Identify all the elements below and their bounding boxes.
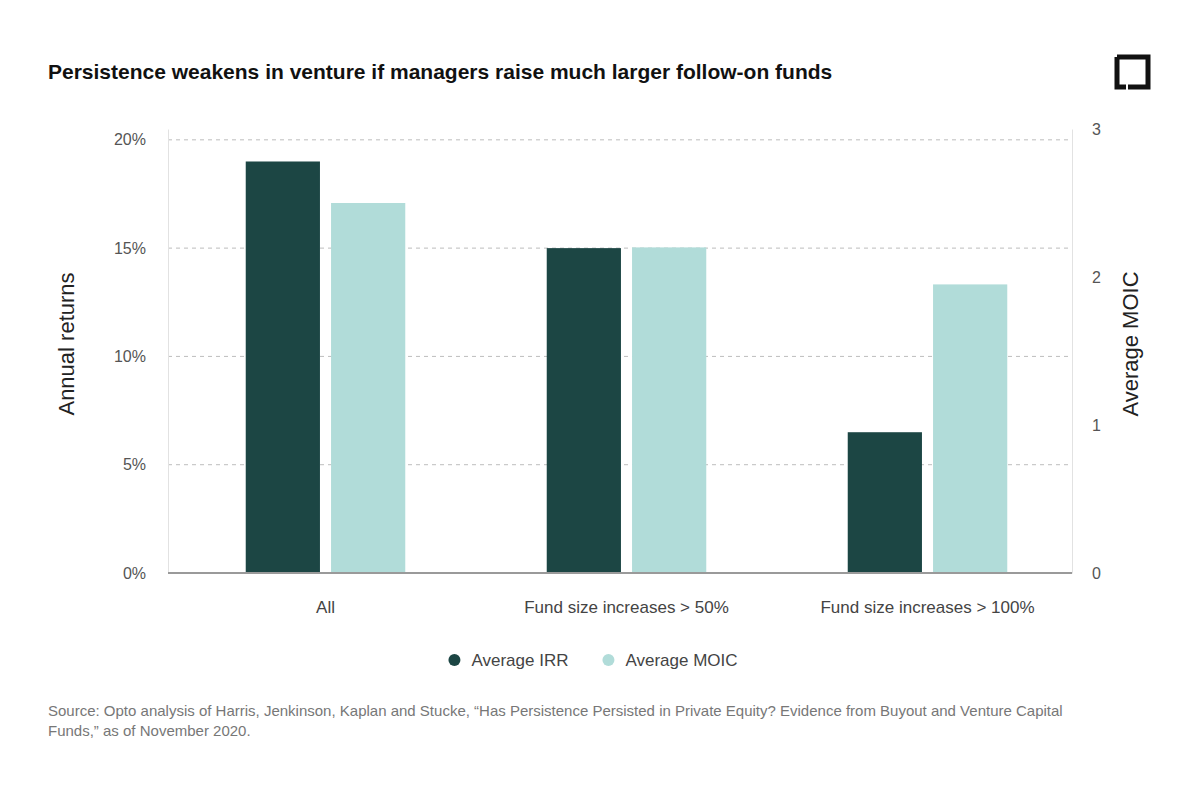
legend: Average IRR Average MOIC <box>448 651 737 670</box>
bar <box>933 284 1007 573</box>
tick-label: 3 <box>1092 121 1101 138</box>
y-axis: 0% 5% 10% 15% 20% <box>114 130 169 582</box>
tick: All <box>316 573 335 617</box>
y-axis-title: Annual returns <box>54 272 79 415</box>
chart: Persistence weakens in venture if manage… <box>0 0 1199 794</box>
tick: 3 <box>1072 121 1101 138</box>
axis-line <box>1072 130 1073 574</box>
tick-label: 0 <box>1092 565 1101 582</box>
bar <box>848 432 922 573</box>
bar <box>331 203 405 573</box>
tick: 20% <box>114 131 168 148</box>
tick: 15% <box>114 240 168 257</box>
tick: 5% <box>123 456 168 473</box>
tick-label: 20% <box>114 131 146 148</box>
legend-label: Average IRR <box>471 651 568 670</box>
tick: 0 <box>1072 565 1101 582</box>
tick-label: 2 <box>1092 269 1101 286</box>
source-line: Source: Opto analysis of Harris, Jenkins… <box>48 702 1063 719</box>
bars <box>246 161 1008 573</box>
tick: 0% <box>123 565 168 582</box>
tick-label: 10% <box>114 348 146 365</box>
background <box>0 0 1199 794</box>
title: Persistence weakens in venture if manage… <box>48 60 832 83</box>
logo-part <box>1117 57 1148 87</box>
bar <box>632 247 706 573</box>
axis-line <box>168 130 169 574</box>
grid-line <box>168 139 1072 140</box>
tick: Fund size increases > 100% <box>820 573 1034 617</box>
source: Source: Opto analysis of Harris, Jenkins… <box>48 702 1063 739</box>
tick: 10% <box>114 348 168 365</box>
tick: Fund size increases > 50% <box>524 573 729 617</box>
x-axis: All Fund size increases > 50% Fund size in… <box>176 573 1079 617</box>
tick: 2 <box>1072 269 1101 286</box>
tick-label: 5% <box>123 456 146 473</box>
bar <box>547 248 621 573</box>
legend-marker <box>448 654 460 666</box>
tick-label: Fund size increases > 100% <box>820 598 1034 617</box>
tick-label: Fund size increases > 50% <box>524 598 729 617</box>
legend-marker <box>602 654 614 666</box>
source-line: Funds,” as of November 2020. <box>48 722 251 739</box>
axis-line <box>176 573 1079 574</box>
y2-axis-title: Average MOIC <box>1118 271 1143 416</box>
legend-item: Average MOIC <box>602 651 737 670</box>
tick-label: 15% <box>114 240 146 257</box>
tick-label: All <box>316 598 335 617</box>
bar <box>246 161 320 573</box>
legend-label: Average MOIC <box>625 651 737 670</box>
y2-axis: 0 1 2 3 <box>1072 121 1101 582</box>
tick-label: 0% <box>123 565 146 582</box>
tick-label: 1 <box>1092 417 1101 434</box>
logo <box>1117 57 1148 87</box>
legend-item: Average IRR <box>448 651 568 670</box>
logo-part <box>1117 57 1126 87</box>
tick: 1 <box>1072 417 1101 434</box>
baseline <box>168 572 1072 574</box>
